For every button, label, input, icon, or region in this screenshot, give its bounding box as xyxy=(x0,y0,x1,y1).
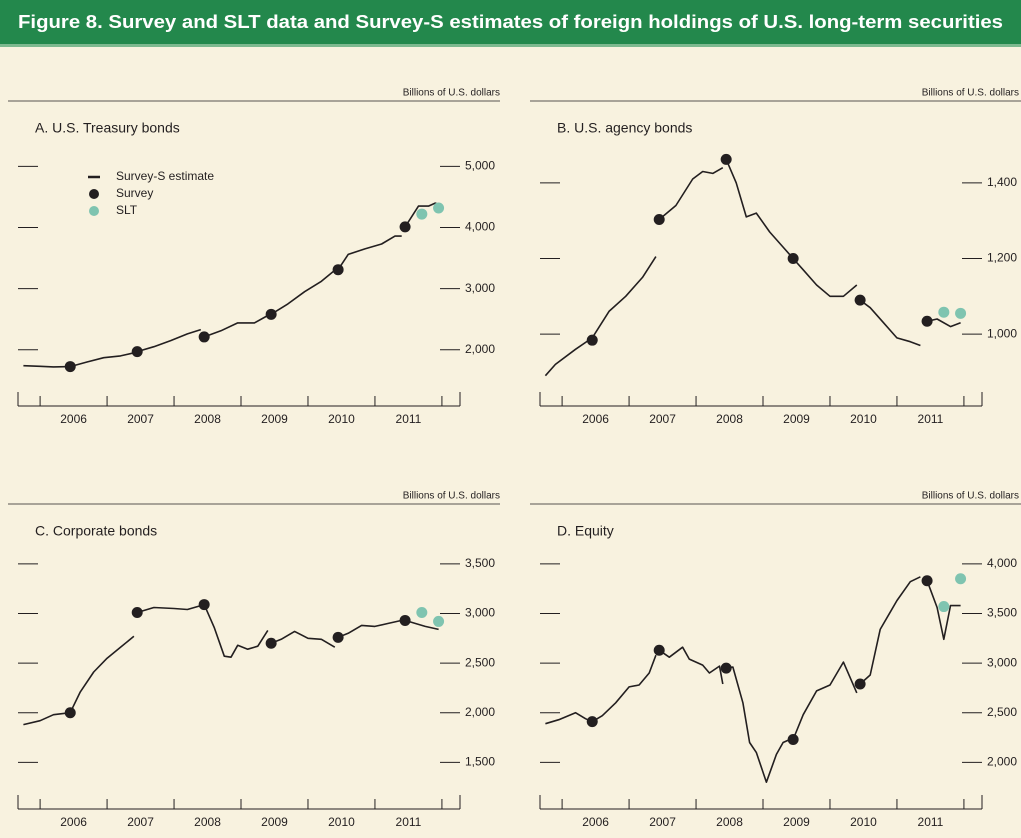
series-point xyxy=(921,575,933,587)
series-point xyxy=(265,308,277,320)
x-tick-label: 2006 xyxy=(582,412,609,426)
series-point xyxy=(416,208,428,220)
y-tick-label: 1,500 xyxy=(465,755,495,769)
series-point xyxy=(938,601,950,613)
series-point xyxy=(938,306,950,318)
legend-label: Survey xyxy=(116,186,153,200)
y-tick-label: 2,500 xyxy=(465,655,495,669)
x-tick-label: 2010 xyxy=(850,815,877,829)
y-tick-label: 2,000 xyxy=(465,705,495,719)
series-line xyxy=(23,202,439,368)
y-tick-label: 3,500 xyxy=(987,606,1017,620)
series-point xyxy=(653,644,665,656)
panel-title: B. U.S. agency bonds xyxy=(557,120,692,136)
series-point xyxy=(586,334,598,346)
units-label: Billions of U.S. dollars xyxy=(403,491,500,502)
x-tick-label: 2010 xyxy=(328,815,355,829)
y-tick-label: 2,000 xyxy=(987,755,1017,769)
series-line xyxy=(545,576,961,783)
x-tick-label: 2010 xyxy=(850,412,877,426)
y-tick-label: 3,000 xyxy=(465,606,495,620)
x-tick-label: 2009 xyxy=(783,815,810,829)
y-tick-label: 1,400 xyxy=(987,175,1017,189)
x-tick-label: 2010 xyxy=(328,412,355,426)
series-point xyxy=(921,315,933,327)
panel-title: D. Equity xyxy=(557,523,614,539)
y-tick-label: 4,000 xyxy=(987,556,1017,570)
x-tick-label: 2008 xyxy=(716,412,743,426)
x-tick-label: 2007 xyxy=(127,815,154,829)
x-tick-label: 2007 xyxy=(649,412,676,426)
series-point xyxy=(854,678,866,690)
x-tick-label: 2008 xyxy=(194,815,221,829)
x-tick-label: 2011 xyxy=(396,815,422,829)
series-point xyxy=(586,716,598,728)
header-bar xyxy=(0,0,1021,44)
panel-title: C. Corporate bonds xyxy=(35,523,157,539)
series-point xyxy=(131,346,143,358)
x-tick-label: 2007 xyxy=(649,815,676,829)
series-point xyxy=(787,252,799,264)
y-tick-label: 1,000 xyxy=(987,326,1017,340)
x-tick-label: 2007 xyxy=(127,412,154,426)
x-tick-label: 2006 xyxy=(60,815,87,829)
x-tick-label: 2008 xyxy=(194,412,221,426)
x-tick-label: 2011 xyxy=(396,412,422,426)
series-line xyxy=(23,604,439,726)
series-point xyxy=(416,607,428,619)
legend-dot xyxy=(89,189,99,199)
series-point xyxy=(653,214,665,226)
y-tick-label: 1,200 xyxy=(987,251,1017,265)
series-line xyxy=(544,159,961,377)
units-label: Billions of U.S. dollars xyxy=(403,88,500,99)
series-point xyxy=(198,599,210,611)
header-rule xyxy=(0,44,1021,47)
x-tick-label: 2011 xyxy=(918,412,944,426)
x-tick-label: 2006 xyxy=(582,815,609,829)
units-label: Billions of U.S. dollars xyxy=(922,88,1019,99)
series-point xyxy=(955,307,967,319)
legend-label: SLT xyxy=(116,203,138,217)
series-point xyxy=(720,662,732,674)
legend-label: Survey-S estimate xyxy=(116,169,214,183)
series-point xyxy=(433,202,445,214)
series-point xyxy=(399,221,411,233)
series-point xyxy=(64,707,76,719)
y-tick-label: 3,000 xyxy=(465,281,495,295)
x-tick-label: 2009 xyxy=(783,412,810,426)
x-tick-label: 2008 xyxy=(716,815,743,829)
y-tick-label: 4,000 xyxy=(465,220,495,234)
series-point xyxy=(332,631,344,643)
legend-dot xyxy=(89,206,99,216)
series-point xyxy=(198,331,210,343)
x-tick-label: 2011 xyxy=(918,815,944,829)
series-point xyxy=(64,361,76,373)
series-point xyxy=(399,614,411,626)
y-tick-label: 2,000 xyxy=(465,342,495,356)
series-point xyxy=(131,607,143,619)
series-point xyxy=(332,264,344,276)
x-tick-label: 2009 xyxy=(261,412,288,426)
x-tick-label: 2009 xyxy=(261,815,288,829)
figure-title: Figure 8. Survey and SLT data and Survey… xyxy=(18,12,1003,32)
series-point xyxy=(433,615,445,627)
units-label: Billions of U.S. dollars xyxy=(922,491,1019,502)
series-point xyxy=(955,573,967,585)
x-tick-label: 2006 xyxy=(60,412,87,426)
y-tick-label: 3,500 xyxy=(465,556,495,570)
series-point xyxy=(787,734,799,746)
panel-title: A. U.S. Treasury bonds xyxy=(35,120,180,136)
series-point xyxy=(854,294,866,306)
y-tick-label: 5,000 xyxy=(465,159,495,173)
series-point xyxy=(265,637,277,649)
y-tick-label: 3,000 xyxy=(987,655,1017,669)
y-tick-label: 2,500 xyxy=(987,705,1017,719)
series-point xyxy=(720,153,732,165)
